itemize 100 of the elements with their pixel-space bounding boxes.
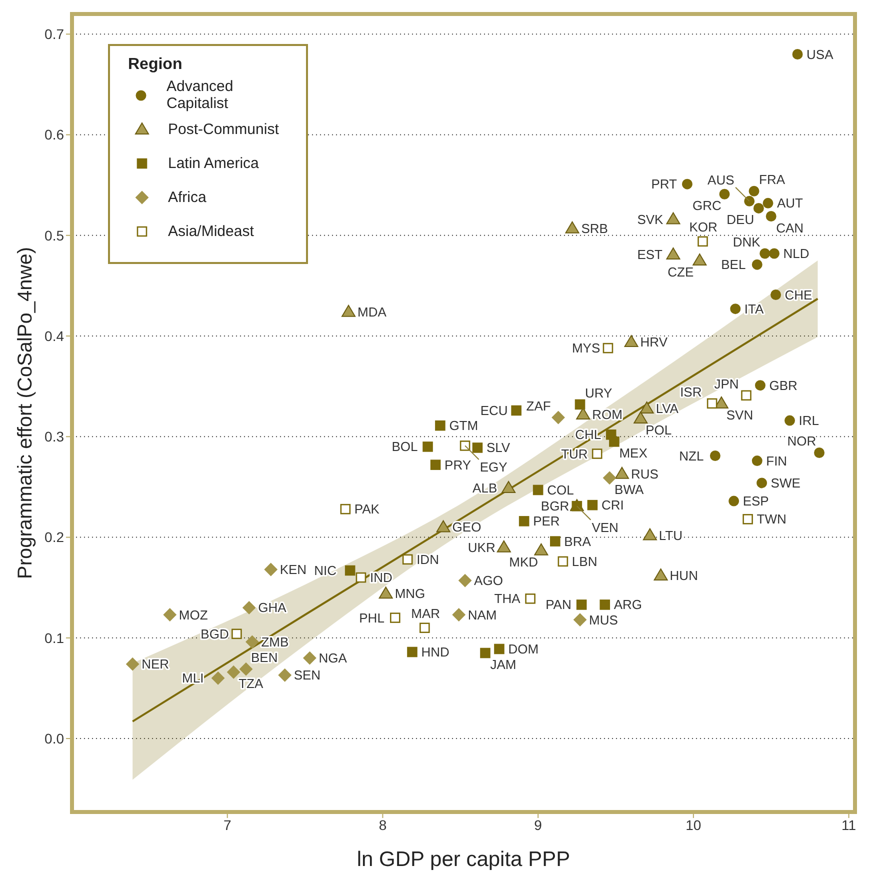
point: [728, 496, 740, 506]
annotation: COL: [547, 482, 574, 498]
annotation: MUS: [589, 612, 618, 628]
annotation: IDN: [416, 552, 439, 567]
annotation: SVN: [726, 407, 754, 422]
point: [682, 178, 692, 190]
point: [552, 411, 565, 424]
legend-label: Post-Communist: [168, 120, 279, 138]
point: [654, 568, 668, 581]
annotation: MEX: [619, 446, 648, 461]
point: [602, 342, 614, 354]
x-tick-label: 11: [842, 816, 856, 833]
x-tick-label: 10: [686, 816, 702, 833]
annotation: GTM: [449, 418, 478, 434]
point: [666, 212, 680, 224]
point: [784, 415, 795, 426]
y-tick-label: 0.5: [44, 227, 64, 244]
point: [232, 628, 242, 640]
point: [264, 562, 278, 576]
point: [768, 248, 780, 259]
annotation: HND: [421, 644, 450, 660]
point: [770, 290, 782, 300]
y-tick-label: 0.6: [44, 126, 64, 143]
annotation: EGY: [480, 460, 508, 475]
point: [754, 380, 766, 391]
annotation: LVA: [656, 400, 679, 416]
annotation: SWE: [770, 475, 801, 490]
annotation: SLV: [486, 440, 510, 456]
annotation: DNK: [732, 234, 761, 250]
legend-label: Africa: [168, 188, 206, 206]
annotation: URY: [585, 385, 613, 400]
legend-label: Latin America: [168, 154, 259, 172]
annotation: IND: [370, 570, 392, 586]
annotation: PER: [533, 514, 560, 529]
annotation: MAR: [411, 606, 440, 621]
annotation: NAM: [468, 607, 497, 622]
annotation: BEN: [251, 650, 278, 666]
annotation: ECU: [480, 402, 508, 418]
annotation: ESP: [742, 494, 769, 509]
annotation: ZMB: [261, 634, 289, 650]
point: [344, 565, 356, 576]
point: [752, 456, 762, 466]
y-tick-label: 0.4: [44, 328, 64, 344]
annotation: POL: [646, 422, 672, 438]
point: [600, 600, 610, 610]
point: [452, 608, 466, 622]
annotation: PHL: [359, 610, 384, 626]
point: [340, 504, 351, 514]
x-axis-title: ln GDP per capita PPP: [356, 848, 570, 871]
annotation: FIN: [766, 453, 788, 468]
annotation: MDA: [358, 304, 387, 320]
point: [719, 188, 730, 200]
point: [752, 259, 762, 270]
point: [378, 586, 393, 599]
point: [614, 466, 629, 479]
point: [502, 480, 516, 493]
point: [692, 254, 707, 266]
point: [753, 202, 764, 214]
point: [762, 198, 774, 208]
x-tick-label: 8: [378, 816, 387, 833]
annotation: RUS: [630, 466, 659, 482]
point: [494, 644, 504, 654]
point: [730, 304, 741, 314]
annotation: ITA: [744, 301, 764, 316]
point: [407, 646, 418, 658]
annotation: SVK: [637, 212, 664, 227]
point: [240, 662, 252, 676]
point: [760, 248, 770, 259]
annotation: USA: [806, 46, 834, 62]
point: [402, 554, 413, 565]
point: [558, 556, 568, 567]
annotation: BWA: [614, 482, 644, 497]
point: [163, 608, 176, 622]
point: [576, 408, 590, 420]
point: [565, 221, 580, 234]
legend-title: Region: [128, 56, 184, 74]
annotation: HRV: [640, 334, 668, 350]
annotation: KOR: [689, 219, 718, 234]
annotation: ALB: [472, 480, 498, 496]
annotation: PRY: [444, 457, 472, 472]
annotation: THA: [494, 591, 521, 606]
annotation: PRT: [651, 176, 678, 192]
point: [511, 405, 522, 416]
annotation: CRI: [601, 498, 624, 513]
point: [756, 478, 768, 488]
annotation: TZA: [238, 676, 264, 692]
annotation: AUS: [708, 172, 735, 188]
annotation: BGD: [200, 626, 229, 642]
point: [342, 304, 356, 317]
annotation: TWN: [756, 512, 786, 527]
annotation: BGR: [540, 498, 570, 514]
point: [642, 528, 657, 540]
annotation: CAN: [776, 220, 804, 236]
annotation: CHE: [784, 287, 813, 302]
annotation: EST: [637, 247, 663, 262]
annotation: GBR: [769, 378, 798, 393]
point: [576, 600, 587, 610]
annotation: ARG: [614, 597, 642, 612]
annotation: CZE: [668, 264, 694, 280]
point: [242, 601, 256, 614]
